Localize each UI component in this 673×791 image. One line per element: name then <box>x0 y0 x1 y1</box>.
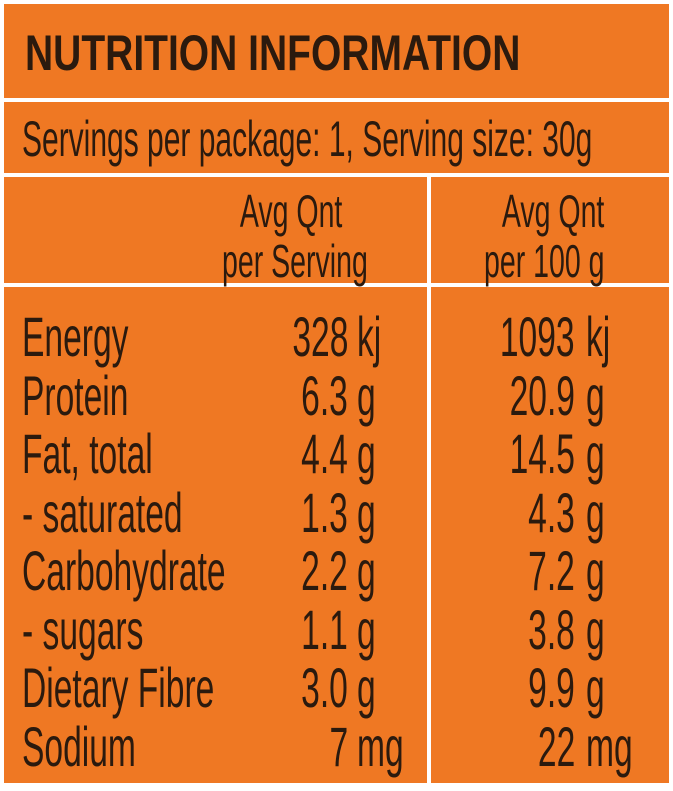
header-per-serving-line2: per Serving <box>222 235 368 287</box>
per-100g-value: 14.5 <box>509 422 575 485</box>
body-right-panel <box>431 287 669 783</box>
nutrient-label: - saturated <box>22 480 183 544</box>
table-title: NUTRITION INFORMATION <box>25 25 521 81</box>
per-100g-unit: mg <box>586 714 633 778</box>
per-serving-value: 1.1 <box>301 597 348 661</box>
nutrient-label: Carbohydrate <box>22 539 226 602</box>
header-right-panel <box>431 177 669 283</box>
nutrient-label: - sugars <box>22 597 144 661</box>
per-serving-value: 6.3 <box>301 363 348 427</box>
nutrient-label: Fat, total <box>22 422 153 485</box>
per-100g-value: 20.9 <box>509 363 575 427</box>
per-100g-unit: g <box>586 656 605 719</box>
servings-panel <box>4 102 669 173</box>
per-serving-value: 7 <box>329 714 348 778</box>
per-100g-value: 9.9 <box>528 656 575 719</box>
per-100g-value: 1093 <box>500 305 575 368</box>
per-serving-unit: g <box>357 597 376 661</box>
per-100g-unit: g <box>586 422 605 485</box>
per-100g-unit: g <box>586 539 605 602</box>
header-per-100g-line1: Avg Qnt <box>501 185 604 237</box>
nutrient-label: Sodium <box>22 714 136 778</box>
header-left-panel <box>4 177 427 283</box>
per-serving-unit: kj <box>357 305 382 368</box>
per-100g-value: 4.3 <box>528 480 575 544</box>
per-serving-unit: g <box>357 422 376 485</box>
title-panel <box>4 4 669 98</box>
per-serving-value: 2.2 <box>301 539 348 602</box>
per-100g-unit: g <box>586 597 605 661</box>
per-serving-unit: mg <box>357 714 404 778</box>
per-100g-unit: g <box>586 480 605 544</box>
per-serving-unit: g <box>357 656 376 719</box>
per-serving-unit: g <box>357 539 376 602</box>
body-left-panel <box>4 287 427 783</box>
per-serving-unit: g <box>357 480 376 544</box>
per-serving-value: 3.0 <box>301 656 348 719</box>
servings-info: Servings per package: 1, Serving size: 3… <box>22 111 593 167</box>
per-100g-value: 7.2 <box>528 539 575 602</box>
nutrient-label: Protein <box>22 363 129 427</box>
per-100g-value: 22 <box>537 714 575 778</box>
nutrient-label: Energy <box>22 305 129 368</box>
header-per-100g-line2: per 100 g <box>484 235 605 287</box>
per-serving-value: 4.4 <box>301 422 348 485</box>
per-serving-value: 328 <box>291 305 348 368</box>
per-serving-unit: g <box>357 363 376 427</box>
per-serving-value: 1.3 <box>301 480 348 544</box>
per-100g-unit: g <box>586 363 605 427</box>
header-per-serving-line1: Avg Qnt <box>239 185 342 237</box>
per-100g-value: 3.8 <box>528 597 575 661</box>
per-100g-unit: kj <box>586 305 611 368</box>
nutrient-label: Dietary Fibre <box>22 656 215 719</box>
